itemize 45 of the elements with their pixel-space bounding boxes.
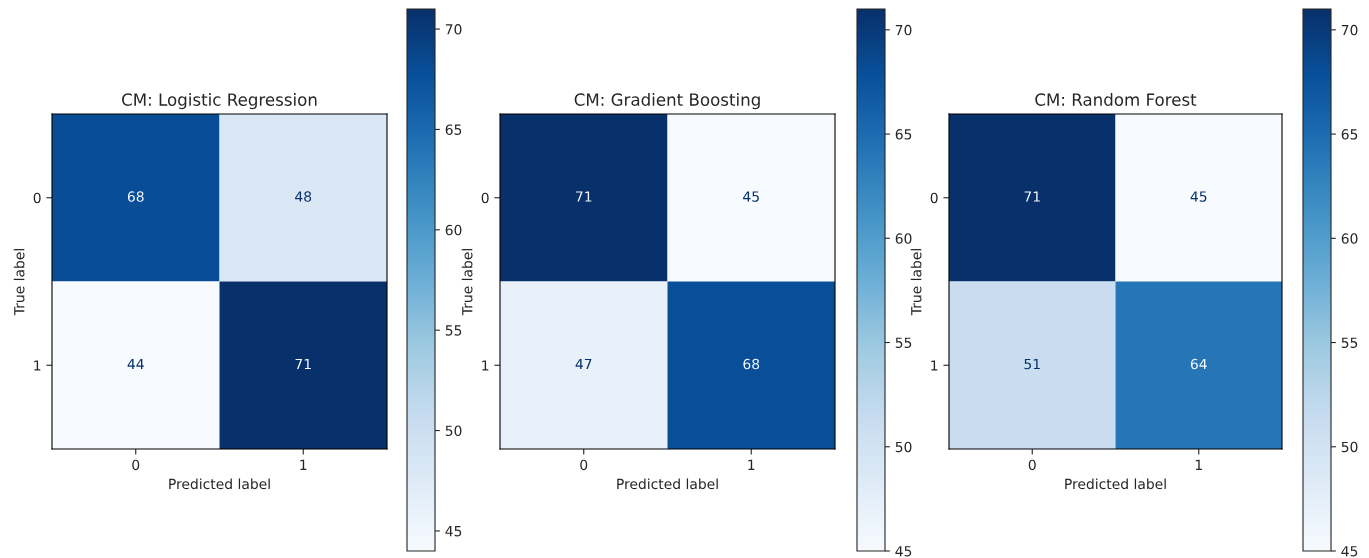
data-label: 44 xyxy=(127,358,144,370)
x-tick-label: 1 xyxy=(300,459,307,470)
y-axis-title: True label xyxy=(910,249,922,316)
color-bar-label: 70 xyxy=(895,24,912,36)
color-bar-label: 65 xyxy=(445,124,462,135)
color-bar-label: 65 xyxy=(895,129,912,140)
x-tick-label: 0 xyxy=(580,459,588,471)
chart-title: CM: Logistic Regression xyxy=(122,93,317,110)
color-bar-label: 60 xyxy=(895,233,912,244)
x-axis-title: Predicted label xyxy=(1065,478,1166,490)
data-label: 68 xyxy=(127,191,144,202)
color-bar-label: 55 xyxy=(445,325,462,336)
color-bar-label: 70 xyxy=(445,24,462,35)
color-bar-label: 45 xyxy=(895,546,912,557)
x-tick-label: 0 xyxy=(132,459,140,471)
color-bar-label: 45 xyxy=(1341,546,1358,557)
x-axis-title: Predicted label xyxy=(617,478,718,490)
x-tick-label: 1 xyxy=(1195,459,1202,470)
y-axis-title: True label xyxy=(461,249,473,316)
y-axis-title: True label xyxy=(13,249,25,316)
data-label: 51 xyxy=(1024,358,1040,370)
data-label: 71 xyxy=(1024,191,1040,202)
data-label: 68 xyxy=(743,358,760,370)
data-label: 64 xyxy=(1190,358,1207,370)
color-bar-label: 70 xyxy=(1341,24,1358,36)
color-bar-label: 45 xyxy=(445,526,462,537)
color-bar-label: 55 xyxy=(1341,337,1358,349)
x-axis-title: Predicted label xyxy=(169,478,270,490)
color-bar-label: 65 xyxy=(1341,129,1358,140)
data-label: 48 xyxy=(295,191,312,202)
color-bar-label: 50 xyxy=(1341,441,1358,453)
data-label: 45 xyxy=(743,191,759,202)
color-bar-label: 60 xyxy=(1341,233,1358,244)
x-tick-label: 0 xyxy=(1028,459,1036,471)
color-bar-label: 60 xyxy=(445,224,462,236)
x-tick-label: 1 xyxy=(748,459,755,470)
data-label: 71 xyxy=(576,191,592,202)
data-label: 71 xyxy=(295,358,311,370)
data-label: 47 xyxy=(575,358,592,370)
color-bar-label: 55 xyxy=(895,337,912,349)
chart-title: CM: Gradient Boosting xyxy=(574,93,760,110)
color-bar-label: 50 xyxy=(895,441,912,453)
color-bar-label: 50 xyxy=(445,425,462,437)
data-label: 45 xyxy=(1190,191,1207,202)
chart-title: CM: Random Forest xyxy=(1035,93,1197,106)
